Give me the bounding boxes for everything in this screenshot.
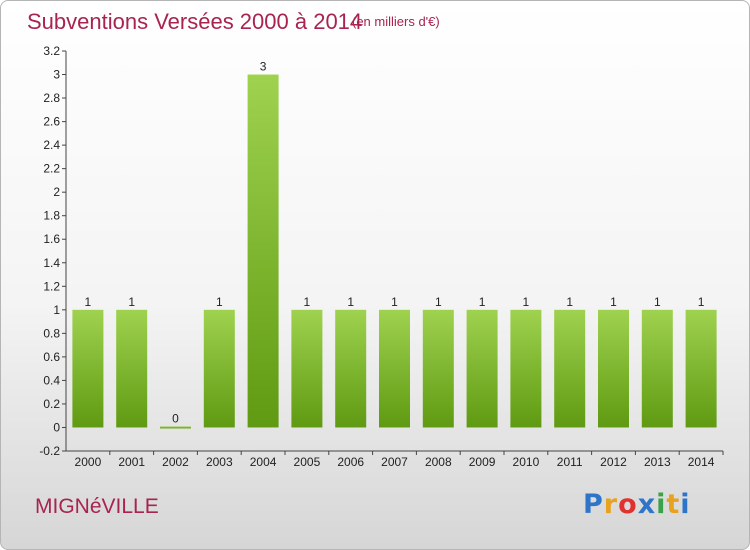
x-tick-label: 2005	[294, 455, 321, 469]
data-label: 3	[260, 60, 267, 74]
x-tick-label: 2011	[557, 455, 583, 469]
chart-unit: (en milliers d'€)	[352, 14, 440, 29]
chart-title: Subventions Versées 2000 à 2014	[27, 9, 363, 34]
bar	[160, 426, 191, 429]
x-tick-label: 2013	[644, 455, 671, 469]
y-tick-label: 1.4	[43, 256, 60, 270]
data-label: 1	[304, 295, 311, 309]
data-label: 1	[566, 295, 573, 309]
data-label: 1	[435, 295, 442, 309]
logo-letter: r	[603, 489, 619, 520]
axes: -0.2 0 0.2 0.4 0.6 0.8 1 1.2 1.4 1.6 1.8 2 2.2 2.4 2.6…	[39, 44, 724, 469]
y-tick-label: 2.2	[43, 162, 60, 176]
x-tick-label: 2001	[118, 455, 145, 469]
bar	[335, 309, 367, 428]
data-label: 1	[654, 295, 661, 309]
y-tick-label: 2	[53, 185, 60, 199]
town-name: MIGNéVILLE	[35, 495, 159, 518]
data-label: 1	[610, 295, 617, 309]
logo-letter: o	[618, 489, 638, 520]
y-tick-label: 2.8	[43, 91, 60, 105]
y-tick-label: 0	[53, 420, 60, 434]
data-label: 1	[216, 295, 223, 309]
y-tick-label: 2.6	[43, 115, 60, 129]
bar	[466, 309, 498, 428]
bar	[510, 309, 542, 428]
y-tick-label: 0.4	[43, 373, 60, 387]
bar	[554, 309, 586, 428]
x-tick-label: 2004	[250, 455, 277, 469]
bar	[247, 74, 279, 428]
data-label: 1	[698, 295, 705, 309]
bar	[379, 309, 410, 428]
data-label: 1	[479, 295, 486, 309]
proxiti-logo[interactable]: Proxiti	[583, 489, 691, 520]
logo-letter: i	[680, 489, 691, 520]
x-tick-label: 2000	[75, 455, 102, 469]
data-labels: 1 1 0 1 3 1 1 1 1 1 1 1 1 1 1	[85, 60, 705, 426]
x-tick-label: 2006	[337, 455, 364, 469]
logo-letter: t	[666, 489, 681, 520]
bar	[291, 309, 323, 428]
y-tick-label: 1.6	[43, 232, 60, 246]
y-tick-label: 1.8	[43, 209, 60, 223]
y-tick-label: 0.6	[43, 350, 60, 364]
data-label: 1	[347, 295, 354, 309]
y-tick-label: 0.8	[43, 326, 60, 340]
y-tick-label: 3	[53, 68, 60, 82]
x-tick-label: 2003	[206, 455, 233, 469]
x-tick-label: 2012	[600, 455, 627, 469]
x-tick-label: 2014	[688, 455, 715, 469]
x-tick-label: 2008	[425, 455, 452, 469]
bars	[72, 74, 717, 429]
logo-letter: P	[583, 489, 604, 520]
y-tick-label: 1	[53, 303, 60, 317]
x-tick-label: 2009	[469, 455, 496, 469]
y-tick-label: 2.4	[43, 138, 60, 152]
y-tick-label: -0.2	[39, 444, 60, 458]
bar	[116, 309, 148, 428]
bar	[641, 309, 673, 428]
x-tick-label: 2010	[513, 455, 540, 469]
data-label: 0	[172, 411, 179, 425]
bar	[685, 309, 717, 428]
y-tick-label: 0.2	[43, 397, 60, 411]
bar	[203, 309, 235, 428]
y-tick-label: 3.2	[43, 44, 60, 58]
data-label: 1	[391, 295, 398, 309]
bar	[422, 309, 454, 428]
data-label: 1	[85, 295, 92, 309]
logo-letter: i	[656, 489, 667, 520]
bar	[598, 309, 629, 428]
data-label: 1	[523, 295, 530, 309]
y-tick-label: 1.2	[43, 279, 60, 293]
x-tick-label: 2007	[381, 455, 408, 469]
bar	[72, 309, 104, 428]
logo-letter: x	[637, 489, 657, 520]
data-label: 1	[128, 295, 135, 309]
x-tick-label: 2002	[162, 455, 189, 469]
